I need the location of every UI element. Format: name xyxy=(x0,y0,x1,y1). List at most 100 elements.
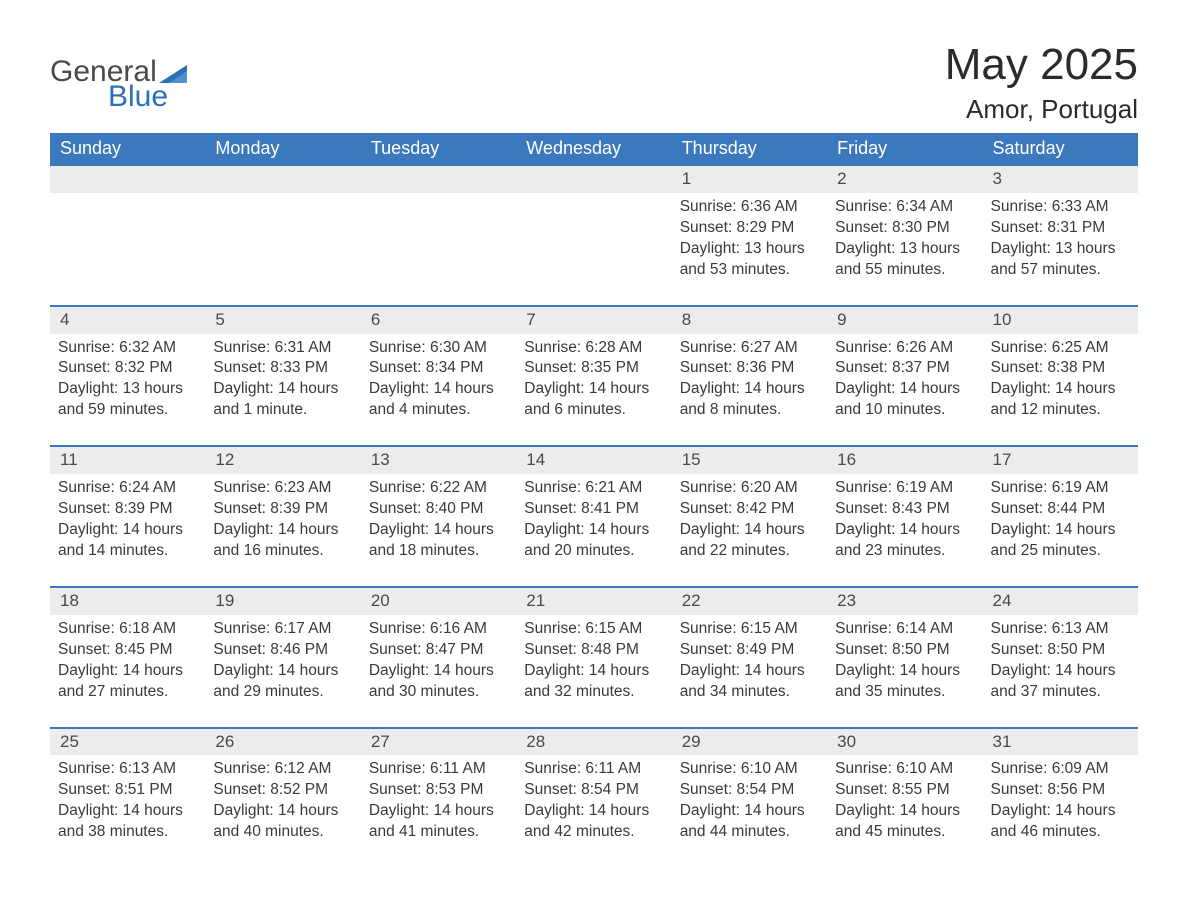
day-detail-cell: Sunrise: 6:19 AMSunset: 8:44 PMDaylight:… xyxy=(983,474,1138,587)
day-number-cell: 23 xyxy=(827,587,982,615)
day-number-cell: 26 xyxy=(205,728,360,756)
sunset-text: Sunset: 8:39 PM xyxy=(58,499,197,520)
daylight-text: Daylight: 14 hours and 35 minutes. xyxy=(835,661,974,703)
day-number-cell xyxy=(516,165,671,193)
day-number-cell xyxy=(50,165,205,193)
day-detail-cell: Sunrise: 6:33 AMSunset: 8:31 PMDaylight:… xyxy=(983,193,1138,306)
daylight-text: Daylight: 14 hours and 44 minutes. xyxy=(680,801,819,843)
day-number-cell: 13 xyxy=(361,446,516,474)
day-detail-cell: Sunrise: 6:36 AMSunset: 8:29 PMDaylight:… xyxy=(672,193,827,306)
day-number-cell: 20 xyxy=(361,587,516,615)
detail-row: Sunrise: 6:24 AMSunset: 8:39 PMDaylight:… xyxy=(50,474,1138,587)
day-number-cell: 5 xyxy=(205,306,360,334)
sunset-text: Sunset: 8:42 PM xyxy=(680,499,819,520)
daylight-text: Daylight: 14 hours and 34 minutes. xyxy=(680,661,819,703)
sunset-text: Sunset: 8:44 PM xyxy=(991,499,1130,520)
sunset-text: Sunset: 8:54 PM xyxy=(524,780,663,801)
sunrise-text: Sunrise: 6:10 AM xyxy=(835,759,974,780)
detail-row: Sunrise: 6:32 AMSunset: 8:32 PMDaylight:… xyxy=(50,334,1138,447)
sunrise-text: Sunrise: 6:13 AM xyxy=(991,619,1130,640)
day-detail-cell: Sunrise: 6:32 AMSunset: 8:32 PMDaylight:… xyxy=(50,334,205,447)
sunrise-text: Sunrise: 6:10 AM xyxy=(680,759,819,780)
day-detail-cell: Sunrise: 6:13 AMSunset: 8:50 PMDaylight:… xyxy=(983,615,1138,728)
day-detail-cell: Sunrise: 6:34 AMSunset: 8:30 PMDaylight:… xyxy=(827,193,982,306)
day-number-cell: 15 xyxy=(672,446,827,474)
sunrise-text: Sunrise: 6:13 AM xyxy=(58,759,197,780)
sunrise-text: Sunrise: 6:15 AM xyxy=(680,619,819,640)
sunset-text: Sunset: 8:47 PM xyxy=(369,640,508,661)
sunrise-text: Sunrise: 6:11 AM xyxy=(369,759,508,780)
month-title: May 2025 xyxy=(945,40,1138,90)
sunrise-text: Sunrise: 6:19 AM xyxy=(991,478,1130,499)
day-detail-cell: Sunrise: 6:11 AMSunset: 8:53 PMDaylight:… xyxy=(361,755,516,867)
day-number-cell: 1 xyxy=(672,165,827,193)
daylight-text: Daylight: 14 hours and 16 minutes. xyxy=(213,520,352,562)
day-detail-cell: Sunrise: 6:10 AMSunset: 8:55 PMDaylight:… xyxy=(827,755,982,867)
day-number-cell xyxy=(205,165,360,193)
day-number-cell: 8 xyxy=(672,306,827,334)
day-detail-cell: Sunrise: 6:18 AMSunset: 8:45 PMDaylight:… xyxy=(50,615,205,728)
sunset-text: Sunset: 8:36 PM xyxy=(680,358,819,379)
day-detail-cell: Sunrise: 6:15 AMSunset: 8:49 PMDaylight:… xyxy=(672,615,827,728)
sunrise-text: Sunrise: 6:32 AM xyxy=(58,338,197,359)
sunset-text: Sunset: 8:38 PM xyxy=(991,358,1130,379)
day-number-cell: 21 xyxy=(516,587,671,615)
sunrise-text: Sunrise: 6:36 AM xyxy=(680,197,819,218)
sunrise-text: Sunrise: 6:12 AM xyxy=(213,759,352,780)
daylight-text: Daylight: 13 hours and 53 minutes. xyxy=(680,239,819,281)
day-number-cell: 22 xyxy=(672,587,827,615)
day-number-cell: 3 xyxy=(983,165,1138,193)
sunset-text: Sunset: 8:56 PM xyxy=(991,780,1130,801)
daylight-text: Daylight: 13 hours and 57 minutes. xyxy=(991,239,1130,281)
day-detail-cell: Sunrise: 6:21 AMSunset: 8:41 PMDaylight:… xyxy=(516,474,671,587)
day-detail-cell: Sunrise: 6:22 AMSunset: 8:40 PMDaylight:… xyxy=(361,474,516,587)
day-detail-cell: Sunrise: 6:10 AMSunset: 8:54 PMDaylight:… xyxy=(672,755,827,867)
sunrise-text: Sunrise: 6:31 AM xyxy=(213,338,352,359)
day-detail-cell: Sunrise: 6:31 AMSunset: 8:33 PMDaylight:… xyxy=(205,334,360,447)
sunset-text: Sunset: 8:29 PM xyxy=(680,218,819,239)
day-number-cell: 30 xyxy=(827,728,982,756)
day-detail-cell xyxy=(516,193,671,306)
day-detail-cell xyxy=(50,193,205,306)
day-detail-cell xyxy=(361,193,516,306)
daylight-text: Daylight: 14 hours and 20 minutes. xyxy=(524,520,663,562)
sunset-text: Sunset: 8:39 PM xyxy=(213,499,352,520)
sunrise-text: Sunrise: 6:19 AM xyxy=(835,478,974,499)
title-block: May 2025 Amor, Portugal xyxy=(945,40,1138,125)
day-detail-cell: Sunrise: 6:25 AMSunset: 8:38 PMDaylight:… xyxy=(983,334,1138,447)
sunrise-text: Sunrise: 6:25 AM xyxy=(991,338,1130,359)
daylight-text: Daylight: 14 hours and 45 minutes. xyxy=(835,801,974,843)
day-number-cell: 25 xyxy=(50,728,205,756)
daylight-text: Daylight: 13 hours and 55 minutes. xyxy=(835,239,974,281)
weekday-header-row: Sunday Monday Tuesday Wednesday Thursday… xyxy=(50,133,1138,165)
sunrise-text: Sunrise: 6:15 AM xyxy=(524,619,663,640)
daylight-text: Daylight: 14 hours and 38 minutes. xyxy=(58,801,197,843)
calendar-table: Sunday Monday Tuesday Wednesday Thursday… xyxy=(50,133,1138,867)
sunset-text: Sunset: 8:46 PM xyxy=(213,640,352,661)
day-number-cell: 28 xyxy=(516,728,671,756)
day-detail-cell: Sunrise: 6:14 AMSunset: 8:50 PMDaylight:… xyxy=(827,615,982,728)
sunrise-text: Sunrise: 6:30 AM xyxy=(369,338,508,359)
day-number-cell: 9 xyxy=(827,306,982,334)
daylight-text: Daylight: 13 hours and 59 minutes. xyxy=(58,379,197,421)
sunset-text: Sunset: 8:52 PM xyxy=(213,780,352,801)
day-number-cell: 7 xyxy=(516,306,671,334)
daynum-row: 25262728293031 xyxy=(50,728,1138,756)
day-detail-cell xyxy=(205,193,360,306)
daylight-text: Daylight: 14 hours and 1 minute. xyxy=(213,379,352,421)
sunrise-text: Sunrise: 6:26 AM xyxy=(835,338,974,359)
sunset-text: Sunset: 8:33 PM xyxy=(213,358,352,379)
daylight-text: Daylight: 14 hours and 42 minutes. xyxy=(524,801,663,843)
day-number-cell: 29 xyxy=(672,728,827,756)
daylight-text: Daylight: 14 hours and 37 minutes. xyxy=(991,661,1130,703)
sunset-text: Sunset: 8:32 PM xyxy=(58,358,197,379)
weekday-header: Friday xyxy=(827,133,982,165)
daylight-text: Daylight: 14 hours and 25 minutes. xyxy=(991,520,1130,562)
daylight-text: Daylight: 14 hours and 23 minutes. xyxy=(835,520,974,562)
day-number-cell: 19 xyxy=(205,587,360,615)
sunrise-text: Sunrise: 6:14 AM xyxy=(835,619,974,640)
sunrise-text: Sunrise: 6:24 AM xyxy=(58,478,197,499)
weekday-header: Saturday xyxy=(983,133,1138,165)
sunset-text: Sunset: 8:48 PM xyxy=(524,640,663,661)
sunset-text: Sunset: 8:50 PM xyxy=(991,640,1130,661)
